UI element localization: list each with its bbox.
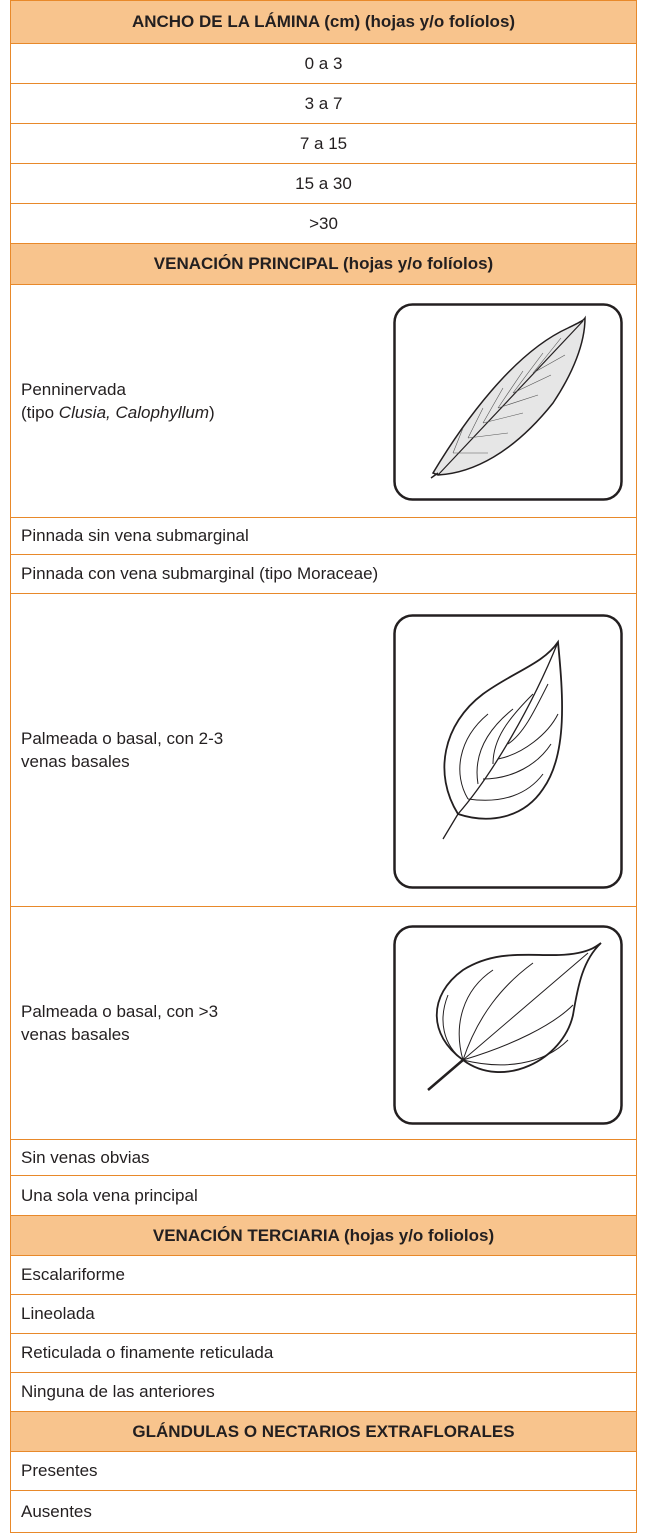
text: (tipo — [21, 403, 59, 422]
row: >30 — [10, 204, 637, 244]
row: 3 a 7 — [10, 84, 637, 124]
leaf-illustration — [393, 614, 623, 889]
section-header: ANCHO DE LA LÁMINA (cm) (hojas y/o folío… — [10, 0, 637, 44]
row: 7 a 15 — [10, 124, 637, 164]
text: venas basales — [21, 752, 130, 771]
row: Penninervada (tipo Clusia, Calophyllum) — [10, 285, 637, 518]
text: Palmeada o basal, con >3 — [21, 1002, 219, 1021]
row: 15 a 30 — [10, 164, 637, 204]
row: Una sola vena principal — [10, 1176, 637, 1216]
row: 0 a 3 — [10, 44, 637, 84]
row-label: Palmeada o basal, con >3 venas basales — [21, 1000, 218, 1046]
leaf-illustration — [393, 303, 623, 501]
section-header: VENACIÓN PRINCIPAL (hojas y/o folíolos) — [10, 244, 637, 285]
row: Pinnada con vena submarginal (tipo Morac… — [10, 555, 637, 594]
text: Penninervada — [21, 380, 126, 399]
text: venas basales — [21, 1025, 130, 1044]
row: Reticulada o finamente reticulada — [10, 1334, 637, 1373]
text: Palmeada o basal, con 2-3 — [21, 729, 224, 748]
row-label: Penninervada (tipo Clusia, Calophyllum) — [21, 378, 215, 424]
row: Escalariforme — [10, 1256, 637, 1295]
row: Presentes — [10, 1452, 637, 1491]
row-label: Palmeada o basal, con 2-3 venas basales — [21, 727, 223, 773]
row: Ausentes — [10, 1491, 637, 1533]
leaf-illustration — [393, 925, 623, 1125]
row: Palmeada o basal, con 2-3 venas basales — [10, 594, 637, 907]
row: Pinnada sin vena submarginal — [10, 518, 637, 555]
row: Ninguna de las anteriores — [10, 1373, 637, 1412]
row: Sin venas obvias — [10, 1140, 637, 1176]
row: Lineolada — [10, 1295, 637, 1334]
row: Palmeada o basal, con >3 venas basales — [10, 907, 637, 1140]
section-header: VENACIÓN TERCIARIA (hojas y/o foliolos) — [10, 1216, 637, 1256]
text: Clusia, Calophyllum — [58, 403, 210, 422]
section-header: GLÁNDULAS O NECTARIOS EXTRAFLORALES — [10, 1412, 637, 1452]
text: ) — [209, 403, 215, 422]
